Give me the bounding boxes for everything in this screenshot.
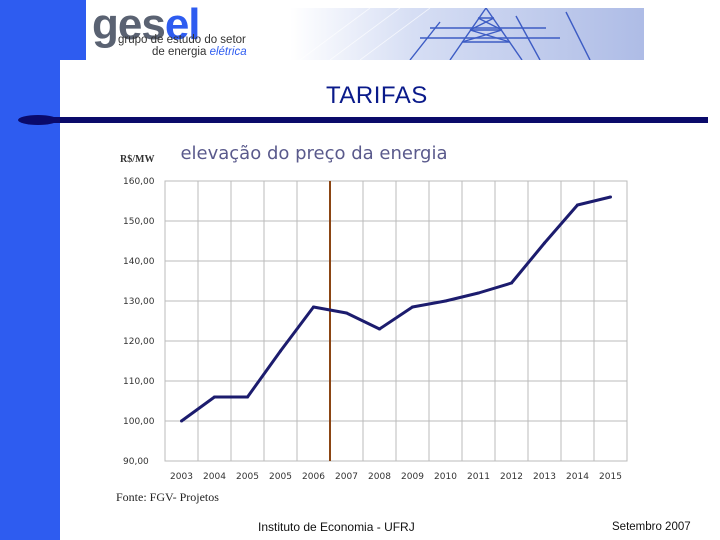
logo-prefix: ges — [92, 0, 166, 49]
data-point — [279, 349, 282, 353]
x-tick-label: 2015 — [599, 472, 622, 482]
y-tick-label: 150,00 — [123, 217, 155, 227]
y-tick-label: 130,00 — [123, 297, 155, 307]
data-point — [477, 291, 480, 295]
corner-fill — [60, 0, 86, 60]
x-tick-label: 2005 — [269, 472, 292, 482]
logo-tagline-accent: elétrica — [209, 46, 247, 58]
x-tick-label: 2010 — [434, 472, 457, 482]
y-tick-label: 90,00 — [123, 457, 149, 467]
transmission-tower-banner — [290, 8, 644, 60]
footer-institution: Instituto de Economia - UFRJ — [258, 520, 415, 534]
logo-tagline-line2: de energia elétrica — [152, 46, 247, 58]
x-tick-label: 2003 — [170, 472, 193, 482]
y-tick-label: 160,00 — [123, 177, 155, 187]
y-tick-label: 140,00 — [123, 257, 155, 267]
gesel-logo: gesel grupo de estudo do setor de energi… — [86, 0, 286, 61]
data-point — [510, 281, 513, 285]
logo-accent: el — [164, 0, 201, 49]
x-tick-label: 2013 — [533, 472, 556, 482]
chart-title: elevação do preço da energia — [180, 143, 447, 164]
data-point — [543, 241, 546, 245]
x-tick-label: 2008 — [368, 472, 391, 482]
logo-wordmark: gesel — [92, 0, 201, 50]
y-axis-unit-label: R$/MW — [120, 154, 154, 165]
x-tick-label: 2012 — [500, 472, 523, 482]
data-points — [180, 195, 612, 423]
data-point — [345, 311, 348, 315]
x-tick-label: 2004 — [203, 472, 226, 482]
slide-title: TARIFAS — [326, 82, 428, 109]
data-point — [180, 419, 183, 423]
data-point — [444, 299, 447, 303]
x-tick-label: 2007 — [335, 472, 358, 482]
left-accent-bar — [0, 0, 60, 540]
y-tick-label: 100,00 — [123, 417, 155, 427]
x-tick-label: 2005 — [236, 472, 259, 482]
data-point — [378, 327, 381, 331]
y-tick-label: 120,00 — [123, 337, 155, 347]
data-point — [411, 305, 414, 309]
y-tick-label: 110,00 — [123, 377, 155, 387]
tower-icon — [409, 8, 591, 60]
series-line-price — [180, 195, 611, 423]
y-tick-labels: 90,00 100,00 110,00 120,00 130,00 140,00 150,0… — [123, 177, 155, 467]
logo-tagline-prefix: de energia — [152, 46, 207, 58]
data-point — [213, 395, 216, 399]
x-tick-label: 2006 — [302, 472, 325, 482]
x-tick-labels: 2003 2004 2005 2005 2006 2007 2008 2009 2010 2011… — [170, 472, 622, 482]
data-point — [609, 195, 612, 199]
title-divider — [18, 115, 708, 125]
logo-tagline-line1: grupo de estudo do setor — [118, 34, 246, 46]
x-tick-label: 2011 — [467, 472, 490, 482]
data-point — [312, 305, 315, 309]
x-tick-label: 2014 — [566, 472, 589, 482]
grid-layer — [164, 180, 628, 462]
source-note: Fonte: FGV- Projetos — [116, 490, 219, 504]
x-tick-label: 2009 — [401, 472, 424, 482]
footer-date: Setembro 2007 — [612, 521, 691, 533]
corner-curve — [60, 60, 86, 86]
price-line-chart: elevação do preço da energia R$/MW 90,00… — [120, 143, 628, 482]
data-point — [246, 395, 249, 399]
data-point — [576, 203, 579, 207]
